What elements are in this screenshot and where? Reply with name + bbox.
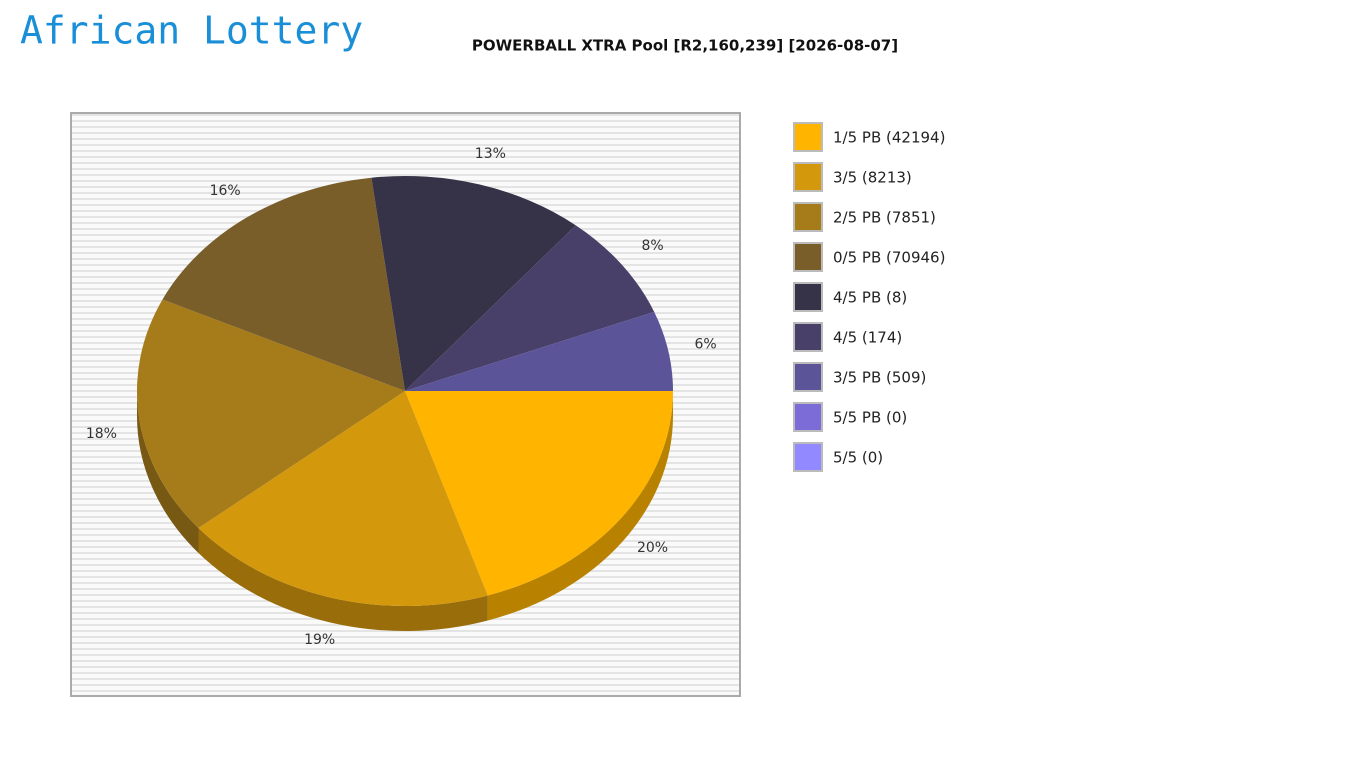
legend-label: 4/5 PB (8) [833, 289, 907, 307]
slice-side [137, 391, 199, 554]
pie-tops [137, 176, 673, 606]
data-label: 18% [86, 426, 117, 442]
slice-side [198, 528, 488, 631]
legend-swatch [793, 322, 823, 352]
logo: African Lottery [20, 9, 363, 53]
legend-swatch [793, 202, 823, 232]
data-label: 8% [641, 238, 663, 254]
legend-swatch [793, 282, 823, 312]
slice [198, 391, 488, 606]
legend-label: 5/5 (0) [833, 449, 883, 467]
legend-label: 4/5 (174) [833, 329, 902, 347]
slice [405, 225, 655, 391]
legend-label: 3/5 (8213) [833, 169, 912, 187]
chart-title: POWERBALL XTRA Pool [R2,160,239] [2026-0… [472, 37, 898, 55]
data-label: 13% [475, 146, 506, 162]
legend-swatch [793, 122, 823, 152]
slice [405, 391, 673, 596]
slice-side [487, 391, 673, 621]
slice [371, 176, 576, 391]
slice [405, 311, 673, 391]
legend-label: 5/5 PB (0) [833, 409, 907, 427]
legend: 1/5 PB (42194) 3/5 (8213) 2/5 PB (7851) 0/5… [793, 122, 945, 472]
pie-sides [137, 391, 673, 631]
legend-swatch [793, 442, 823, 472]
slice [137, 299, 406, 529]
slice [162, 177, 405, 391]
data-label: 16% [210, 183, 241, 199]
legend-label: 3/5 PB (509) [833, 369, 926, 387]
legend-swatch [793, 162, 823, 192]
legend-label: 0/5 PB (70946) [833, 249, 945, 267]
legend-swatch [793, 242, 823, 272]
data-label: 6% [694, 337, 716, 353]
pie-labels: 20% 19% 18% 16% 13% 8% 6% [86, 146, 717, 648]
legend-label: 2/5 PB (7851) [833, 209, 936, 227]
data-label: 19% [304, 632, 335, 648]
data-label: 20% [637, 540, 668, 556]
legend-label: 1/5 PB (42194) [833, 129, 945, 147]
legend-swatch [793, 362, 823, 392]
legend-swatch [793, 402, 823, 432]
